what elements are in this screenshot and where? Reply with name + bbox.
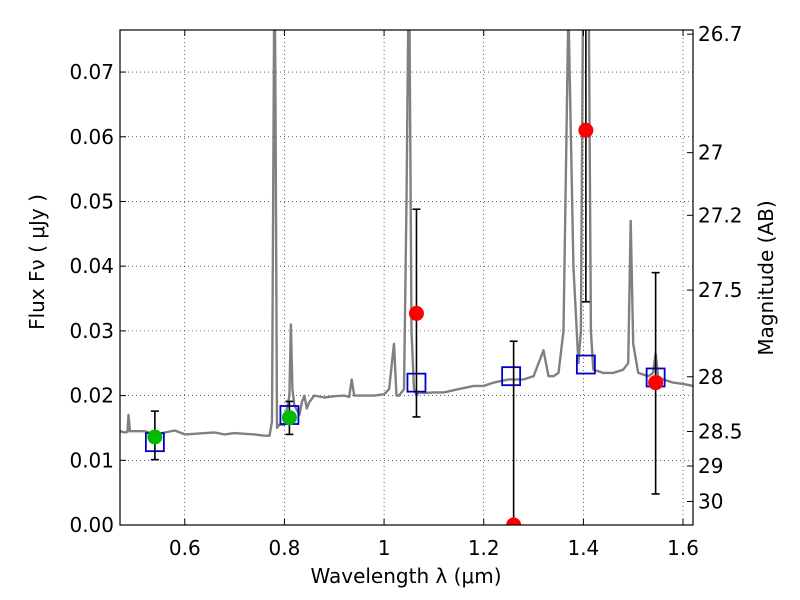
x-tick-label: 1.2: [468, 536, 500, 560]
x-tick-label: 1: [378, 536, 391, 560]
spectrum-layer: [120, 30, 693, 437]
spectrum-line: [120, 30, 693, 437]
x-tick-label: 0.6: [169, 536, 201, 560]
x-tick-label: 1.6: [667, 536, 699, 560]
y-axis-right-title: Magnitude (AB): [754, 200, 778, 355]
y-tick-label: 0.02: [69, 384, 114, 408]
mag-tick-label: 30: [698, 490, 723, 514]
x-axis-title: Wavelength λ (μm): [310, 564, 501, 588]
grid: [120, 30, 693, 526]
mag-tick-label: 27: [698, 141, 723, 165]
observed-point: [281, 410, 297, 426]
x-tick-label: 0.8: [269, 536, 301, 560]
mag-tick-label: 27.2: [698, 203, 743, 227]
observed-point: [506, 517, 522, 525]
mag-tick-label: 28.5: [698, 419, 743, 443]
y-tick-label: 0.01: [69, 448, 114, 472]
y-tick-label: 0.07: [69, 60, 114, 84]
observed-point: [408, 305, 424, 321]
y-tick-label: 0.06: [69, 125, 114, 149]
observed-point: [578, 122, 594, 138]
mag-tick-label: 29: [698, 454, 723, 478]
plot-frame: [119, 29, 694, 526]
mag-tick-label: 27.5: [698, 278, 743, 302]
y-axis-title: Flux Fν ( μJy ): [25, 194, 49, 330]
model-square: [575, 354, 596, 375]
x-tick-label: 1.4: [567, 536, 599, 560]
y-tick-label: 0.04: [69, 254, 114, 278]
ticks: [120, 30, 693, 526]
y-tick-label: 0.03: [69, 319, 114, 343]
mag-tick-label: 28: [698, 365, 723, 389]
model-square: [501, 366, 522, 387]
observed-point: [648, 375, 664, 391]
y-tick-label: 0.05: [69, 189, 114, 213]
mag-tick-label: 26.7: [698, 22, 743, 46]
y-tick-label: 0.00: [69, 513, 114, 537]
points-layer: [144, 30, 666, 525]
tick-labels: 0.6 0.8 1 1.2 1.4 1.6 0.00 0.01 0.02 0.03 0.04 0.05…: [69, 22, 742, 560]
observed-point: [147, 429, 163, 445]
